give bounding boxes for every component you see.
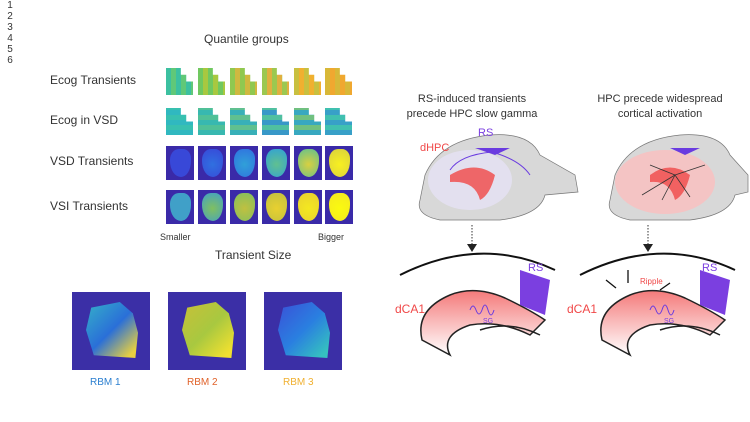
- cortex-blob: [266, 149, 287, 177]
- cortex-blob: [234, 149, 255, 177]
- quantile-group-6: 6: [7, 55, 13, 66]
- quantile-group-3: 3: [7, 22, 13, 33]
- row-label-ecog-transients: Ecog Transients: [50, 73, 137, 87]
- sg-label-right: SG: [664, 318, 675, 325]
- rs-label-top: RS: [478, 127, 494, 139]
- ecog-in-vsd-map: [262, 108, 289, 135]
- cortex-blob: [170, 193, 191, 221]
- cortex-blob: [329, 193, 350, 221]
- hippocampus-right: [579, 252, 736, 357]
- left-schematic-title: RS-induced transients precede HPC slow ga…: [372, 92, 572, 122]
- quantile-group-5: 5: [7, 44, 13, 55]
- ecog-transient-map: [230, 68, 257, 95]
- cortex-blob: [170, 149, 191, 177]
- vsd-transient-map: [262, 146, 290, 180]
- row-label-ecog-in-vsd: Ecog in VSD: [50, 113, 119, 127]
- ecog-in-vsd-map: [325, 108, 352, 135]
- vsd-transient-map: [294, 146, 322, 180]
- hippocampus-left: [399, 252, 556, 357]
- vsd-transient-map: [325, 146, 353, 180]
- vsd-transient-map: [198, 146, 226, 180]
- rbm-2-label: RBM 2: [187, 377, 218, 388]
- cortex-blob: [266, 193, 287, 221]
- title-line-2: cortical activation: [617, 108, 703, 120]
- cortex-blob: [202, 193, 223, 221]
- cortex-blob: [298, 149, 319, 177]
- vsd-transient-map: [166, 146, 194, 180]
- rbm-2-map: [168, 292, 246, 370]
- row-label-vsi-transients: VSI Transients: [50, 199, 129, 213]
- title-line-1: HPC precede widespread: [597, 93, 723, 105]
- ecog-transient-map: [198, 68, 225, 95]
- smaller-label: Smaller: [160, 232, 191, 242]
- ecog-transient-map: [325, 68, 352, 95]
- ecog-transient-map: [262, 68, 289, 95]
- cortex-blob: [329, 149, 350, 177]
- rbm-3-label: RBM 3: [283, 377, 314, 388]
- row-label-vsd-transients: VSD Transients: [50, 154, 134, 168]
- ecog-transient-map: [294, 68, 321, 95]
- rs-label-left: RS: [528, 262, 544, 274]
- ecog-in-vsd-map: [294, 108, 321, 135]
- bigger-label: Bigger: [318, 232, 345, 242]
- ecog-in-vsd-map: [166, 108, 193, 135]
- dotted-arrow-right: [643, 225, 653, 252]
- dotted-arrow-left: [467, 225, 477, 252]
- brain-right: [608, 134, 749, 221]
- rbm-1-label: RBM 1: [90, 377, 121, 388]
- quantile-groups-title: Quantile groups: [204, 32, 289, 46]
- transient-size-label: Transient Size: [215, 248, 292, 262]
- cortex-blob: [234, 193, 255, 221]
- ripple-label: Ripple: [640, 277, 663, 286]
- quantile-group-2: 2: [7, 11, 13, 22]
- vsi-transient-map: [166, 190, 194, 224]
- vsi-transient-map: [294, 190, 322, 224]
- cortex-blob: [298, 193, 319, 221]
- quantile-group-1: 1: [7, 0, 13, 11]
- dhpc-label: dHPC: [420, 142, 450, 154]
- title-line-1: RS-induced transients: [417, 93, 527, 105]
- quantile-group-4: 4: [7, 33, 13, 44]
- rbm-1-map: [72, 292, 150, 370]
- ecog-transient-map: [166, 68, 193, 95]
- ecog-in-vsd-map: [230, 108, 257, 135]
- vsi-transient-map: [262, 190, 290, 224]
- title-line-2: precede HPC slow gamma: [406, 108, 538, 120]
- ecog-in-vsd-map: [198, 108, 225, 135]
- rs-label-right: RS: [702, 262, 718, 274]
- rbm-3-map: [264, 292, 342, 370]
- sg-label-left: SG: [483, 318, 494, 325]
- brain-schematics: [399, 134, 749, 357]
- dca1-label-left: dCA1: [395, 302, 426, 316]
- vsd-transient-map: [230, 146, 258, 180]
- vsi-transient-map: [325, 190, 353, 224]
- right-schematic-title: HPC precede widespread cortical activatio…: [560, 92, 750, 122]
- cortex-blob: [202, 149, 223, 177]
- brain-left: [418, 134, 579, 221]
- vsi-transient-map: [198, 190, 226, 224]
- vsi-transient-map: [230, 190, 258, 224]
- dca1-label-right: dCA1: [567, 302, 598, 316]
